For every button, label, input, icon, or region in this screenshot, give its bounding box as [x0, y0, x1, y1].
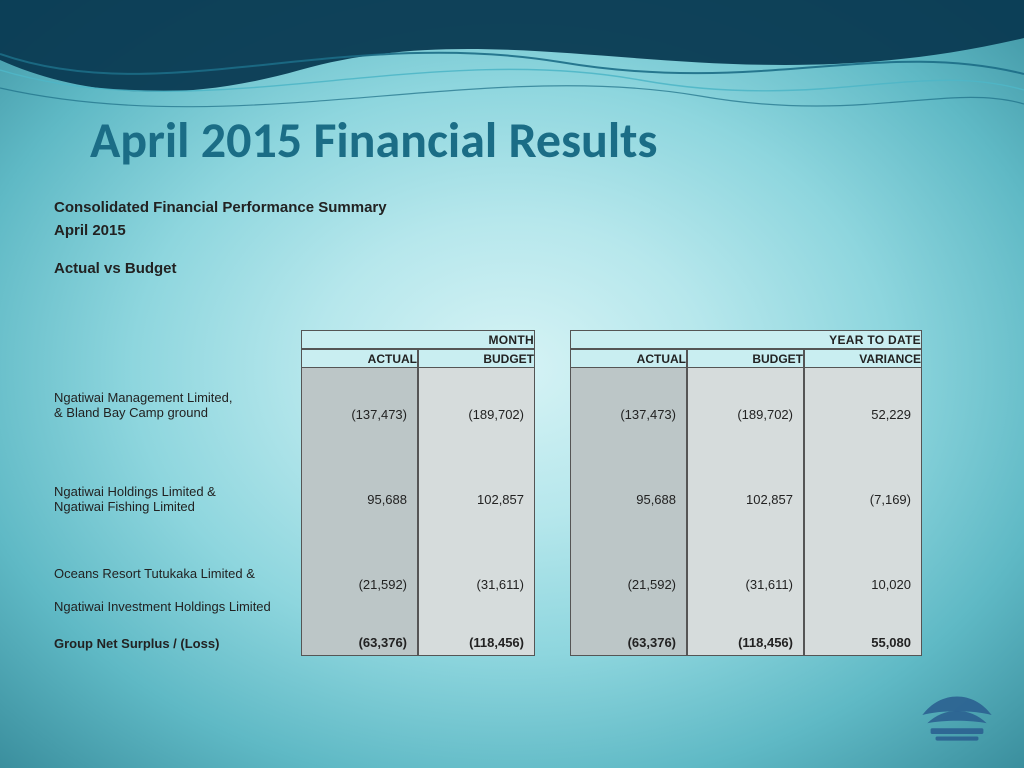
- col-header-ytd-actual: ACTUAL: [570, 349, 687, 368]
- cell-month-budget: (189,702): [418, 368, 535, 460]
- row-label-line: Ngatiwai Management Limited,: [54, 390, 294, 405]
- cell-ytd-budget: 102,857: [687, 460, 804, 538]
- cell-ytd-variance: 10,020: [804, 538, 922, 630]
- cell-ytd-variance: (7,169): [804, 460, 922, 538]
- cell-ytd-variance: 55,080: [804, 630, 922, 656]
- ngatiwai-trust-board-logo-icon: [914, 682, 1000, 748]
- subtitle-line-3: Actual vs Budget: [54, 257, 387, 280]
- row-label-line: Ngatiwai Fishing Limited: [54, 499, 294, 514]
- row-label: Oceans Resort Tutukaka Limited & Ngatiwa…: [54, 566, 294, 614]
- cell-ytd-actual: (137,473): [570, 368, 687, 460]
- table-row: 95,688 102,857 (7,169): [570, 460, 922, 538]
- table-row-total: (63,376) (118,456): [301, 630, 535, 656]
- group-header-month: MONTH: [301, 330, 535, 349]
- table-row: (21,592) (31,611) 10,020: [570, 538, 922, 630]
- table-group-month: MONTH ACTUAL BUDGET (137,473) (189,702) …: [301, 330, 535, 656]
- cell-ytd-budget: (118,456): [687, 630, 804, 656]
- subtitle-block: Consolidated Financial Performance Summa…: [54, 196, 387, 280]
- cell-ytd-actual: (21,592): [570, 538, 687, 630]
- group-header-ytd: YEAR TO DATE: [570, 330, 922, 349]
- col-header-month-budget: BUDGET: [418, 349, 535, 368]
- page-title: April 2015 Financial Results: [90, 110, 657, 171]
- cell-month-budget: (118,456): [418, 630, 535, 656]
- subtitle-line-1: Consolidated Financial Performance Summa…: [54, 196, 387, 219]
- row-label-line: & Bland Bay Camp ground: [54, 405, 294, 420]
- cell-month-actual: (63,376): [301, 630, 418, 656]
- col-header-ytd-variance: VARIANCE: [804, 349, 922, 368]
- slide: April 2015 Financial Results Consolidate…: [0, 0, 1024, 768]
- cell-ytd-actual: 95,688: [570, 460, 687, 538]
- col-header-month-actual: ACTUAL: [301, 349, 418, 368]
- cell-ytd-actual: (63,376): [570, 630, 687, 656]
- table-row: (137,473) (189,702): [301, 368, 535, 460]
- cell-month-budget: (31,611): [418, 538, 535, 630]
- cell-month-actual: (137,473): [301, 368, 418, 460]
- row-label-total: Group Net Surplus / (Loss): [54, 636, 294, 651]
- row-label-line: Oceans Resort Tutukaka Limited &: [54, 566, 294, 581]
- row-label: Ngatiwai Management Limited, & Bland Bay…: [54, 390, 294, 420]
- cell-ytd-budget: (31,611): [687, 538, 804, 630]
- table-row: 95,688 102,857: [301, 460, 535, 538]
- row-label-line: Ngatiwai Investment Holdings Limited: [54, 599, 294, 614]
- table-row: (21,592) (31,611): [301, 538, 535, 630]
- subtitle-line-2: April 2015: [54, 219, 387, 242]
- col-header-ytd-budget: BUDGET: [687, 349, 804, 368]
- cell-ytd-budget: (189,702): [687, 368, 804, 460]
- row-label: Ngatiwai Holdings Limited & Ngatiwai Fis…: [54, 484, 294, 514]
- row-label-line: Ngatiwai Holdings Limited &: [54, 484, 294, 499]
- row-label-line: Group Net Surplus / (Loss): [54, 636, 294, 651]
- table-row-total: (63,376) (118,456) 55,080: [570, 630, 922, 656]
- table-group-ytd: YEAR TO DATE ACTUAL BUDGET VARIANCE (137…: [570, 330, 922, 656]
- table-row: (137,473) (189,702) 52,229: [570, 368, 922, 460]
- cell-month-budget: 102,857: [418, 460, 535, 538]
- cell-ytd-variance: 52,229: [804, 368, 922, 460]
- cell-month-actual: (21,592): [301, 538, 418, 630]
- cell-month-actual: 95,688: [301, 460, 418, 538]
